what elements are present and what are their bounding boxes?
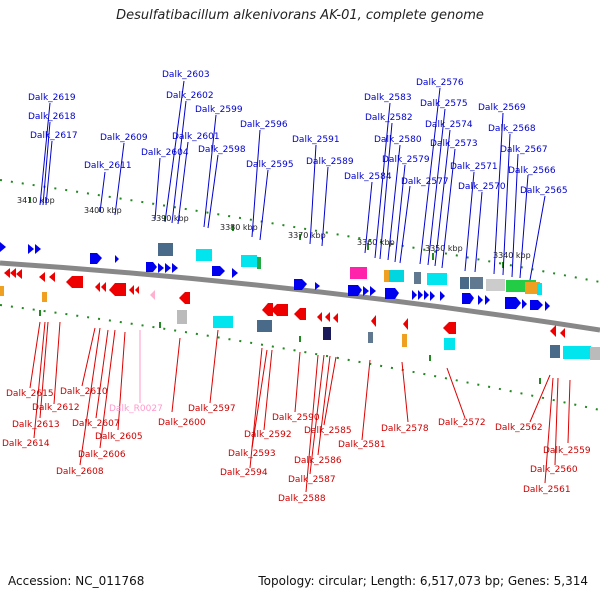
gene-label[interactable]: Dalk_2573 <box>430 139 478 149</box>
gene-label[interactable]: Dalk_2559 <box>543 446 591 456</box>
gene-label[interactable]: Dalk_2612 <box>32 403 80 413</box>
reverse-leader-lines <box>29 321 571 493</box>
gene-label[interactable]: Dalk_2574 <box>425 120 473 130</box>
gene-label[interactable]: Dalk_2597 <box>188 404 236 414</box>
topology-label: Topology: circular; Length: 6,517,073 bp… <box>258 574 588 588</box>
scale-label: 3390 kbp <box>151 214 189 223</box>
gene-label[interactable]: Dalk_2599 <box>195 105 243 115</box>
gene-label[interactable]: Dalk_2572 <box>438 418 486 428</box>
gene-label[interactable]: Dalk_2566 <box>508 166 556 176</box>
gene-label[interactable]: Dalk_2579 <box>382 155 430 165</box>
gene-label[interactable]: Dalk_2611 <box>84 161 132 171</box>
scale-label: 3400 kbp <box>84 206 122 215</box>
gene-label[interactable]: Dalk_2577 <box>401 177 449 187</box>
gene-label[interactable]: Dalk_2570 <box>458 182 506 192</box>
gene-label[interactable]: Dalk_2568 <box>488 124 536 134</box>
forward-leader-lines <box>39 80 546 281</box>
gene-label[interactable]: Dalk_2601 <box>172 132 220 142</box>
gene-label[interactable]: Dalk_2615 <box>6 389 54 399</box>
gene-label[interactable]: Dalk_2603 <box>162 70 210 80</box>
gene-label[interactable]: Dalk_2593 <box>228 449 276 459</box>
scale-label: 3340 kbp <box>493 251 531 260</box>
reverse-features <box>4 268 565 338</box>
scale-label: 3370 kbp <box>288 231 326 240</box>
gene-label[interactable]: Dalk_2582 <box>365 113 413 123</box>
gene-label[interactable]: Dalk_2590 <box>272 413 320 423</box>
diagram-title: Desulfatibacillum alkenivorans AK-01, co… <box>116 8 484 23</box>
gene-label[interactable]: Dalk_2581 <box>338 440 386 450</box>
gene-label[interactable]: Dalk_2583 <box>364 93 412 103</box>
gene-label[interactable]: Dalk_2580 <box>374 135 422 145</box>
gene-label[interactable]: Dalk_2614 <box>2 439 50 449</box>
forward-features <box>0 242 550 311</box>
gene-label[interactable]: Dalk_2578 <box>381 424 429 434</box>
forward-gene-labels: Dalk_2619 Dalk_2618 Dalk_2617 Dalk_2611 … <box>28 70 568 196</box>
gene-label[interactable]: Dalk_2600 <box>158 418 206 428</box>
scale-label: 3360 kbp <box>357 238 395 247</box>
gene-label[interactable]: Dalk_2592 <box>244 430 292 440</box>
gene-label[interactable]: Dalk_2591 <box>292 135 340 145</box>
scale-label: 3380 kbp <box>220 223 258 232</box>
gene-label[interactable]: Dalk_R0027 <box>109 404 163 414</box>
gene-label[interactable]: Dalk_2586 <box>294 456 342 466</box>
gene-label[interactable]: Dalk_2604 <box>141 148 189 158</box>
gene-label[interactable]: Dalk_2569 <box>478 103 526 113</box>
gene-label[interactable]: Dalk_2589 <box>306 157 354 167</box>
gene-label[interactable]: Dalk_2584 <box>344 172 392 182</box>
gene-label[interactable]: Dalk_2606 <box>78 450 126 460</box>
gene-label[interactable]: Dalk_2605 <box>95 432 143 442</box>
gene-label[interactable]: Dalk_2571 <box>450 162 498 172</box>
gene-label[interactable]: Dalk_2613 <box>12 420 60 430</box>
gene-label[interactable]: Dalk_2608 <box>56 467 104 477</box>
gene-label[interactable]: Dalk_2560 <box>530 465 578 475</box>
gene-label[interactable]: Dalk_2562 <box>495 423 543 433</box>
gene-label[interactable]: Dalk_2607 <box>72 419 120 429</box>
gene-label[interactable]: Dalk_2565 <box>520 186 568 196</box>
gene-label[interactable]: Dalk_2567 <box>500 145 548 155</box>
gene-label[interactable]: Dalk_2594 <box>220 468 268 478</box>
gene-label[interactable]: Dalk_2619 <box>28 93 76 103</box>
gene-label[interactable]: Dalk_2587 <box>288 475 336 485</box>
gene-label[interactable]: Dalk_2618 <box>28 112 76 122</box>
gene-label[interactable]: Dalk_2595 <box>246 160 294 170</box>
gene-label[interactable]: Dalk_2561 <box>523 485 571 495</box>
gene-label[interactable]: Dalk_2610 <box>60 387 108 397</box>
rna-feature <box>150 290 155 300</box>
reverse-gene-labels: Dalk_2615 Dalk_2614 Dalk_2613 Dalk_2612 … <box>2 387 591 504</box>
gene-label[interactable]: Dalk_2609 <box>100 133 148 143</box>
gene-label[interactable]: Dalk_2596 <box>240 120 288 130</box>
gene-label[interactable]: Dalk_2576 <box>416 78 464 88</box>
gene-label[interactable]: Dalk_2585 <box>304 426 352 436</box>
gene-label[interactable]: Dalk_2598 <box>198 145 246 155</box>
gene-label[interactable]: Dalk_2602 <box>166 91 214 101</box>
highlight-features-top <box>158 243 542 295</box>
accession-label: Accession: NC_011768 <box>8 574 145 588</box>
gene-label[interactable]: Dalk_2588 <box>278 494 326 504</box>
highlight-features-bottom <box>0 286 600 360</box>
scale-label: 3410 kbp <box>17 196 55 205</box>
gene-label[interactable]: Dalk_2575 <box>420 99 468 109</box>
inner-scale-track <box>0 304 600 411</box>
gene-label[interactable]: Dalk_2617 <box>30 131 78 141</box>
